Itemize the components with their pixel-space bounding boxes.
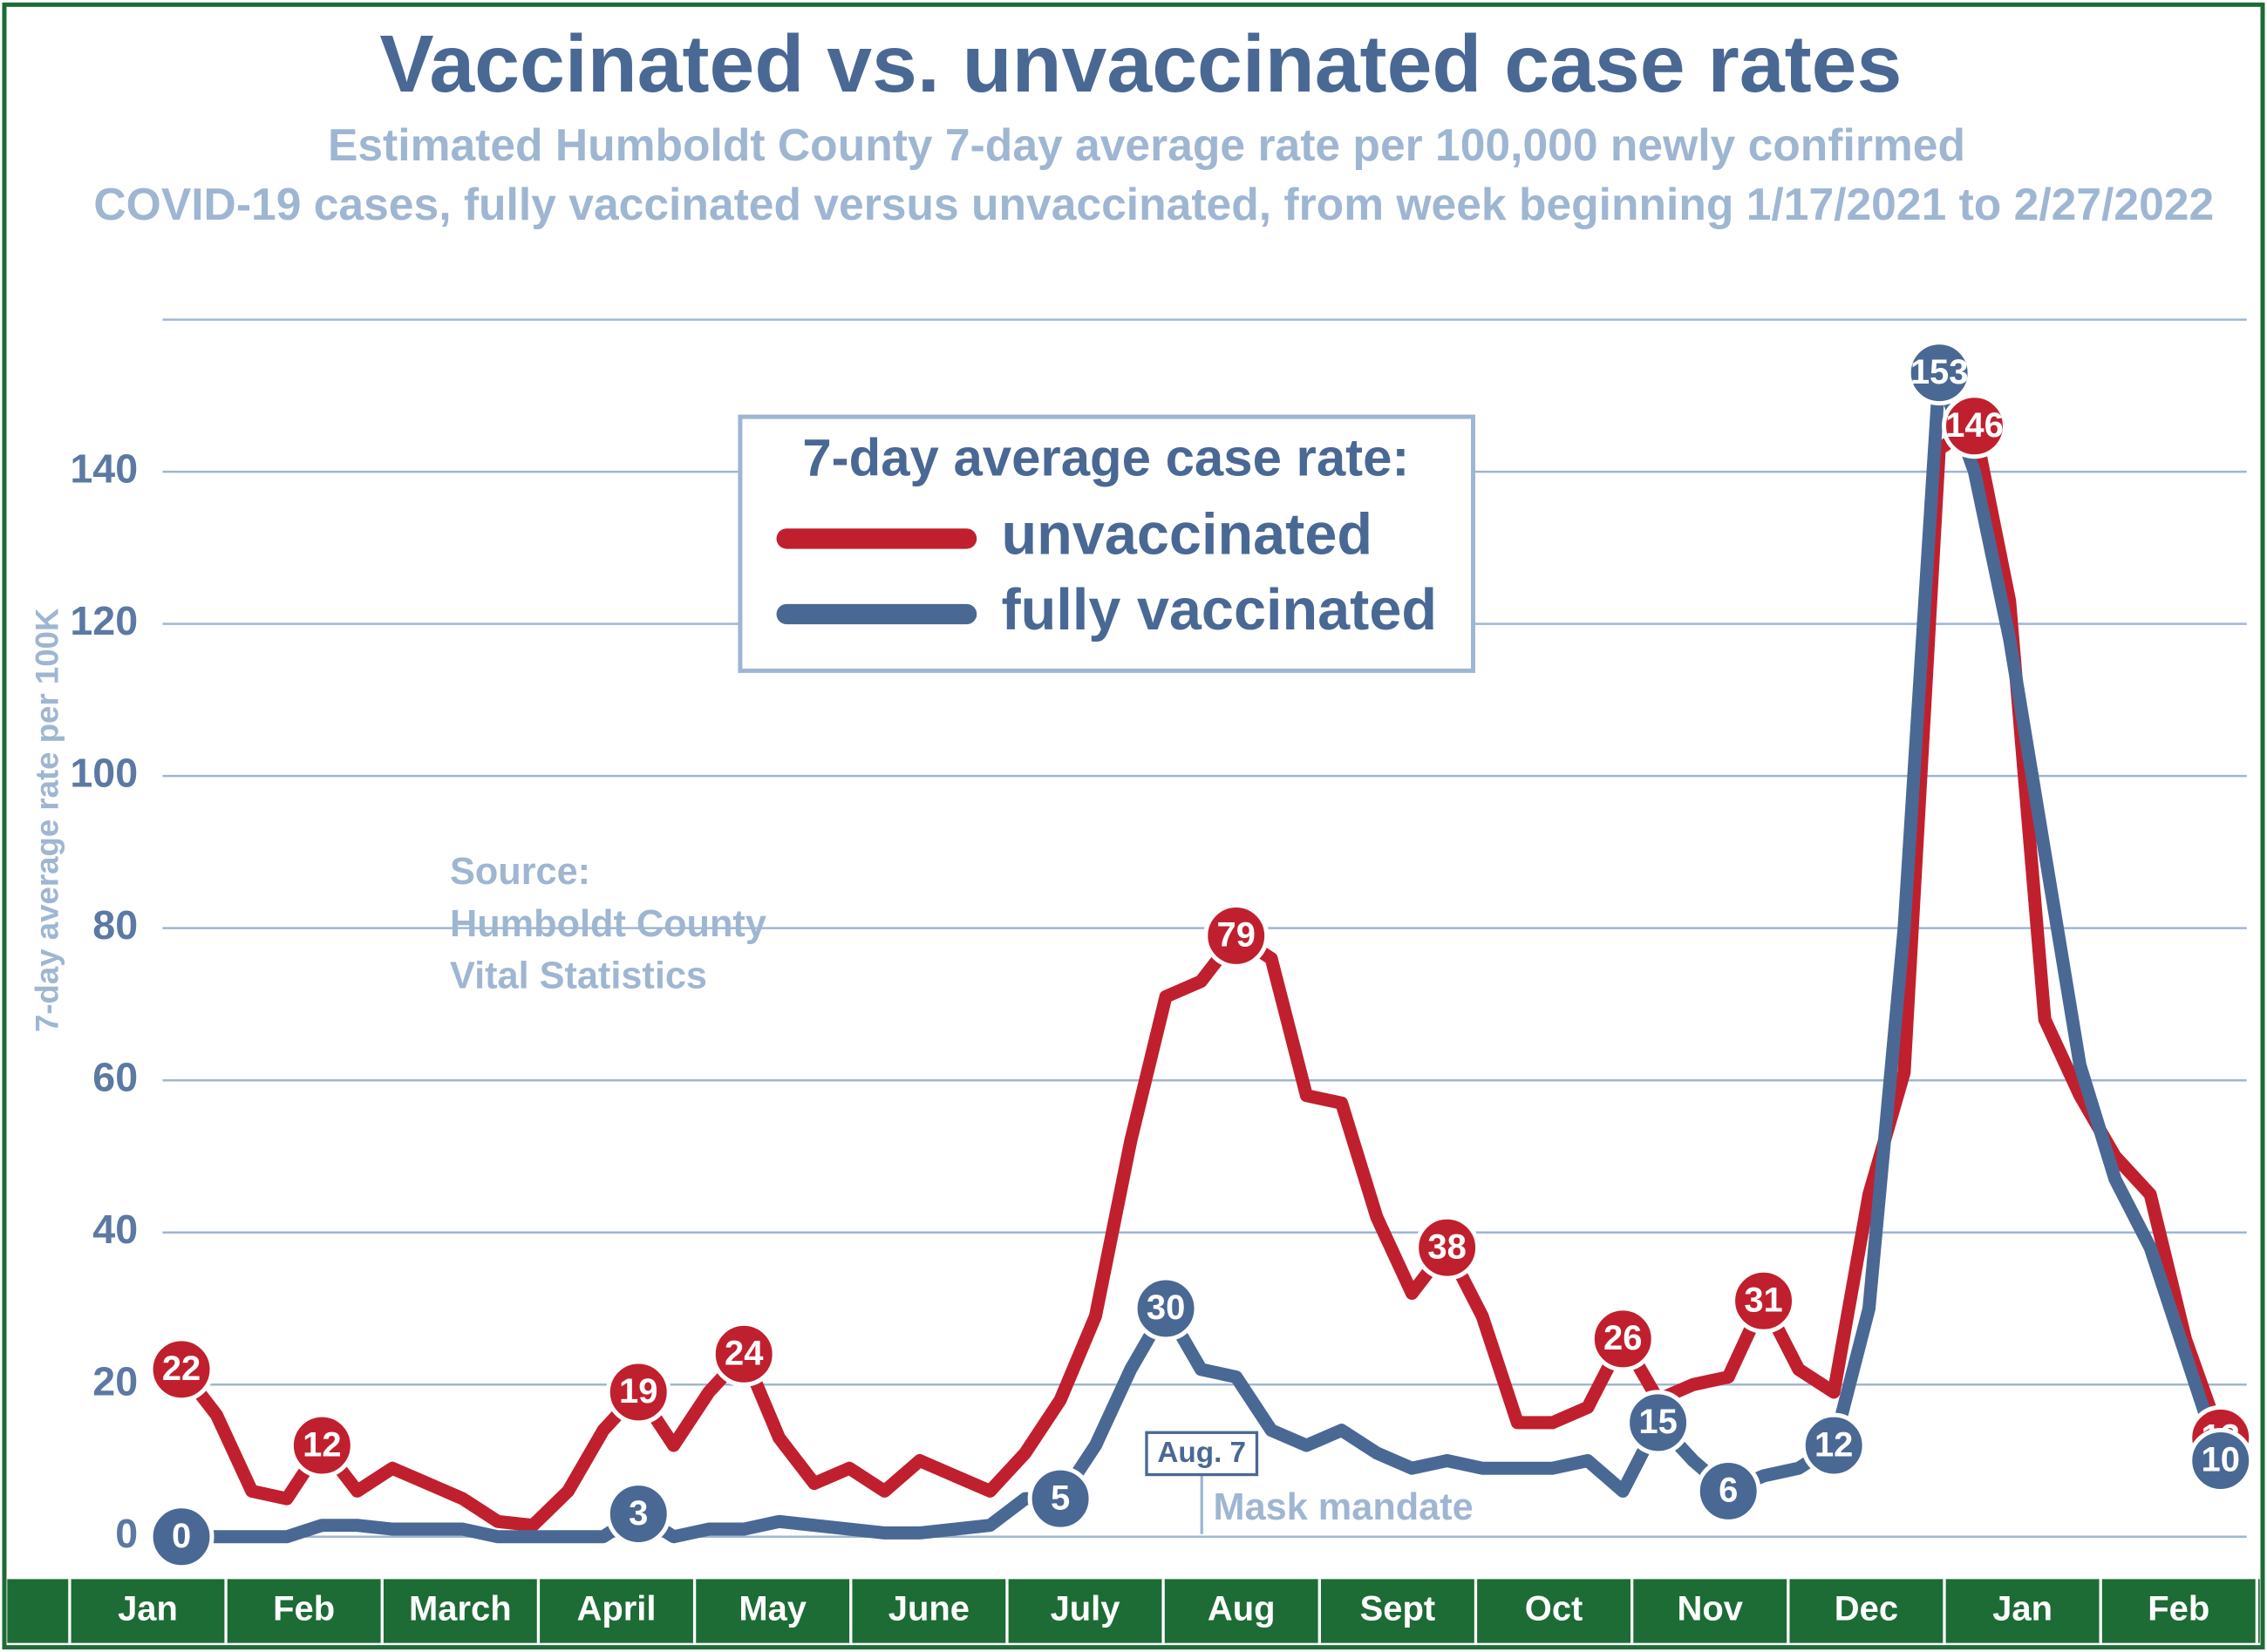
value-label: 10 <box>2202 1441 2240 1479</box>
x-tick-label: Feb <box>2148 1590 2209 1628</box>
x-tick-label: Dec <box>1835 1590 1898 1628</box>
value-label-marker <box>1414 1214 1481 1281</box>
legend-title: 7-day average case rate: <box>802 429 1409 487</box>
value-label-marker <box>1590 1306 1656 1372</box>
source: Humboldt County <box>450 903 766 945</box>
value-label: 5 <box>1051 1479 1070 1517</box>
value-label: 12 <box>303 1425 341 1464</box>
y-tick-label: 120 <box>70 598 138 643</box>
x-tick-label: Jan <box>1992 1590 2053 1628</box>
value-label: 153 <box>1910 353 1969 391</box>
value-label: 19 <box>619 1372 657 1411</box>
x-tick-label: Sept <box>1360 1590 1436 1628</box>
value-label-marker <box>605 1359 671 1425</box>
source: Vital Statistics <box>450 955 707 997</box>
x-tick-label: Aug <box>1208 1590 1276 1628</box>
annotation-text: Mask mandate <box>1214 1486 1474 1528</box>
value-label: 0 <box>172 1517 191 1555</box>
value-label: 31 <box>1744 1281 1782 1319</box>
value-label-marker <box>2188 1428 2254 1493</box>
value-label-marker <box>148 1336 214 1403</box>
value-label-marker <box>289 1412 355 1479</box>
y-tick-label: 60 <box>92 1055 138 1100</box>
value-label: 15 <box>1638 1403 1677 1441</box>
value-label: 26 <box>1603 1319 1642 1357</box>
y-tick-label: 0 <box>115 1511 138 1556</box>
x-tick-label: June <box>888 1590 970 1628</box>
x-tick-label: July <box>1051 1590 1120 1628</box>
y-tick-label: 80 <box>92 902 138 948</box>
value-label: 12 <box>1814 1425 1853 1464</box>
x-tick-label: Oct <box>1525 1590 1583 1628</box>
value-label: 79 <box>1217 916 1256 955</box>
series-line <box>181 366 2227 1544</box>
value-label-marker <box>1625 1390 1692 1456</box>
value-label: 38 <box>1427 1227 1466 1266</box>
x-tick-label: April <box>577 1590 657 1628</box>
y-tick-label: 140 <box>70 445 138 491</box>
x-tick-label: March <box>409 1590 512 1628</box>
value-label-marker <box>1695 1458 1761 1524</box>
x-tick-label: Feb <box>273 1590 335 1628</box>
value-label-marker <box>1942 393 2007 459</box>
annotation-date: Aug. 7 <box>1157 1437 1246 1469</box>
y-tick-label: 20 <box>92 1359 138 1404</box>
y-tick-label: 100 <box>70 750 138 795</box>
y-tick-label: 40 <box>92 1207 138 1252</box>
value-label-marker <box>1731 1268 1797 1334</box>
x-tick-label: Nov <box>1678 1590 1744 1628</box>
value-label-marker <box>1203 902 1270 969</box>
chart-title: Vaccinated vs. unvaccinated case rates <box>379 18 1902 109</box>
annotation-box <box>1145 1431 1259 1477</box>
value-label-marker <box>711 1321 777 1387</box>
value-label: 6 <box>1719 1472 1738 1510</box>
value-label: 146 <box>1945 406 2004 445</box>
value-label-marker <box>605 1481 671 1547</box>
source: Source: <box>450 851 590 893</box>
value-label-marker <box>1906 340 1972 406</box>
y-axis-label: 7-day average rate per 100K <box>29 608 65 1032</box>
legend-label: unvaccinated <box>1002 503 1373 568</box>
month-bar <box>7 1579 2260 1643</box>
value-label: 22 <box>162 1349 201 1388</box>
value-label-marker <box>1133 1275 1199 1342</box>
legend-label: fully vaccinated <box>1002 578 1438 642</box>
subtitle: COVID-19 cases, fully vaccinated versus … <box>93 179 2214 229</box>
value-label-marker <box>148 1504 214 1570</box>
x-tick-label: Jan <box>118 1590 178 1628</box>
value-label: 24 <box>725 1335 763 1373</box>
value-label-marker <box>1027 1465 1093 1532</box>
value-label: 3 <box>629 1494 648 1533</box>
value-label-marker <box>1801 1412 1867 1479</box>
subtitle: Estimated Humboldt County 7-day average … <box>328 119 1965 170</box>
value-label: 30 <box>1147 1288 1185 1327</box>
x-tick-label: May <box>739 1590 807 1628</box>
